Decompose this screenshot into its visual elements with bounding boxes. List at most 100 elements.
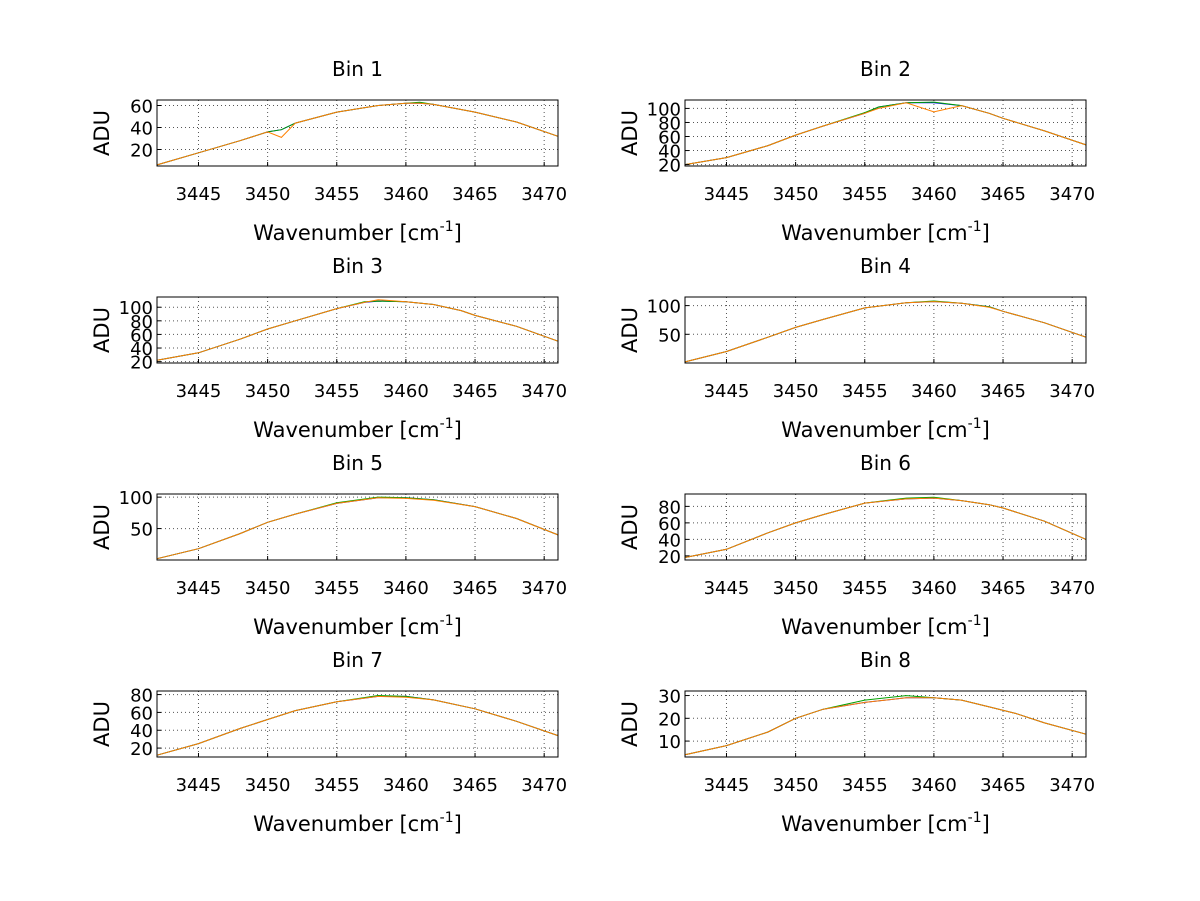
y-tick-label: 40 [130,721,153,742]
x-tick-label: 3460 [911,578,957,599]
axes-frame [684,690,1087,758]
y-tick-label: 40 [658,530,681,551]
series-line-green [684,101,1087,166]
y-tick-label: 40 [658,142,681,163]
y-tick-label: 80 [658,497,681,518]
axes-frame [684,99,1087,167]
series-line-orange [156,299,559,361]
y-axis-label: ADU [618,701,642,747]
x-axis-label: Wavenumber [cm-1] [781,613,990,639]
series-line-orange [684,301,1087,363]
y-axis-label: ADU [618,504,642,550]
subplot-title: Bin 5 [332,451,383,475]
x-tick-label: 3455 [842,578,888,599]
x-tick-label: 3450 [773,381,819,402]
x-tick-label: 3455 [314,184,360,205]
y-tick-label: 60 [130,97,153,118]
series-line-blue [156,300,559,361]
x-tick-label: 3465 [980,381,1026,402]
series-line-green [156,300,559,361]
y-axis-label: ADU [90,504,114,550]
series-line-orange [156,102,559,166]
x-tick-label: 3455 [842,775,888,796]
x-tick-label: 3470 [521,775,567,796]
x-tick-label: 3460 [383,381,429,402]
x-tick-label: 3460 [911,381,957,402]
x-axis-label: Wavenumber [cm-1] [253,810,462,836]
x-tick-label: 3470 [1049,184,1095,205]
x-tick-label: 3445 [704,775,750,796]
axes-frame [156,493,559,561]
x-tick-label: 3445 [176,184,222,205]
x-tick-label: 3445 [176,775,222,796]
y-tick-label: 80 [130,686,153,707]
y-tick-label: 60 [658,514,681,535]
x-tick-label: 3465 [452,381,498,402]
x-tick-label: 3450 [245,381,291,402]
subplot-title: Bin 8 [860,648,911,672]
x-axis-label: Wavenumber [cm-1] [781,810,990,836]
x-tick-label: 3465 [452,184,498,205]
x-axis-label: Wavenumber [cm-1] [781,219,990,245]
x-tick-label: 3450 [245,578,291,599]
y-tick-label: 20 [130,739,153,760]
y-tick-label: 20 [658,709,681,730]
y-axis-label: ADU [90,110,114,156]
y-tick-label: 100 [119,488,153,509]
x-tick-label: 3455 [314,775,360,796]
y-tick-label: 50 [658,325,681,346]
series-line-blue [156,102,559,166]
subplot-bin-4: 3445 3450 3455 3460 3465 3470 50 100 Bin 4 Wavenu… [618,254,1095,442]
subplot-bin-5: 3445 3450 3455 3460 3465 3470 50 100 Bin 5 Wavenu… [90,451,567,639]
series-line-blue [684,102,1087,166]
y-tick-label: 100 [647,297,681,318]
x-tick-label: 3455 [842,184,888,205]
axes-frame [156,296,559,364]
x-tick-label: 3465 [452,775,498,796]
y-tick-label: 60 [130,703,153,724]
series-line-orange [156,695,559,756]
series-line-blue [156,695,559,756]
subplot-title: Bin 4 [860,254,911,278]
x-tick-label: 3470 [521,578,567,599]
x-tick-label: 3455 [842,381,888,402]
y-tick-label: 80 [130,312,153,333]
x-axis-label: Wavenumber [cm-1] [253,219,462,245]
x-tick-label: 3470 [521,381,567,402]
y-axis-label: ADU [90,307,114,353]
y-tick-label: 50 [130,520,153,541]
series-line-green [684,695,1087,756]
y-axis-label: ADU [618,307,642,353]
x-tick-label: 3445 [704,578,750,599]
series-line-orange [156,497,559,560]
series-line-blue [684,301,1087,363]
x-tick-label: 3465 [980,775,1026,796]
x-tick-label: 3445 [704,184,750,205]
axes-frame [684,296,1087,364]
x-tick-label: 3460 [911,184,957,205]
x-tick-label: 3450 [773,775,819,796]
x-tick-label: 3450 [245,184,291,205]
axes-frame [684,493,1087,561]
x-tick-label: 3460 [383,184,429,205]
subplot-title: Bin 3 [332,254,383,278]
x-tick-label: 3465 [980,184,1026,205]
series-line-blue [684,497,1087,558]
x-tick-label: 3470 [1049,578,1095,599]
y-tick-label: 20 [130,353,153,374]
x-tick-label: 3455 [314,381,360,402]
x-tick-label: 3470 [1049,775,1095,796]
x-tick-label: 3470 [1049,381,1095,402]
x-axis-label: Wavenumber [cm-1] [253,416,462,442]
y-tick-label: 60 [130,325,153,346]
x-tick-label: 3470 [521,184,567,205]
y-tick-label: 30 [658,687,681,708]
x-axis-label: Wavenumber [cm-1] [253,613,462,639]
y-axis-label: ADU [618,110,642,156]
subplot-title: Bin 7 [332,648,383,672]
y-tick-label: 40 [130,339,153,360]
